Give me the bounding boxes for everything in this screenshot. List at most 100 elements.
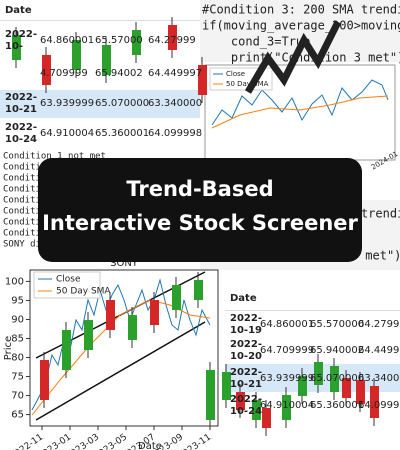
candle-body: [206, 370, 215, 420]
legend-label: 50 Day SMA: [226, 80, 269, 88]
candle-body: [72, 40, 81, 70]
banner-title: Interactive Stock Screener: [42, 211, 358, 235]
cell-value: 65.57000: [95, 35, 143, 46]
candle-body: [40, 360, 49, 400]
chart-title: SONY: [110, 258, 139, 269]
row-date: 10-19: [230, 325, 262, 336]
legend-label: 50 Day SMA: [56, 287, 111, 297]
cell-value: 64.27999: [148, 35, 196, 46]
cell-value: 64.449997: [148, 68, 202, 79]
legend-box: [33, 271, 101, 299]
candle-body: [342, 378, 351, 398]
y-tick-label: 80: [11, 353, 24, 364]
row-date: 2022-: [230, 313, 262, 324]
code-line: cond_3=True: [202, 35, 310, 49]
cell-value: 65.570000: [310, 319, 364, 330]
candle-body: [128, 315, 137, 340]
legend-label: Close: [226, 70, 245, 78]
cell-value: 64.709999: [260, 345, 314, 356]
banner-title: Trend-Based: [126, 177, 273, 201]
axis-label: Date: [138, 441, 162, 450]
console-line: Condition 1 not met: [3, 152, 106, 162]
y-tick-label: 100: [5, 276, 24, 287]
cell-value: 65.94002: [95, 68, 143, 79]
candle-body: [222, 372, 231, 400]
row-date: 10-21: [5, 104, 37, 115]
cell-value: 64.860001: [260, 319, 314, 330]
candle-body: [262, 408, 271, 428]
code-line: print("Condition 3 met"): [202, 51, 400, 65]
console-line: Condition: [3, 196, 52, 206]
console-line: Condition: [3, 207, 52, 217]
candle-body: [42, 55, 51, 85]
candle-body: [132, 30, 141, 55]
candle-body: [330, 366, 339, 392]
cell-value: 64.910004: [260, 400, 314, 411]
candle-body: [12, 35, 21, 60]
code-line: if(moving_average_200>moving: [202, 19, 400, 33]
inset-close-line: [211, 79, 389, 126]
cell-value: 63.340000: [148, 98, 202, 109]
cell-value: 63.939999: [40, 98, 94, 109]
row-date: 10-21: [230, 379, 262, 390]
console-line: Condition: [3, 218, 52, 228]
row-date: 2022-: [230, 367, 262, 378]
cell-value: 65.070000: [310, 373, 364, 384]
candle-body: [236, 392, 245, 410]
trend-channel: [35, 321, 206, 421]
candle-body: [194, 280, 203, 300]
candle-body: [150, 300, 159, 325]
row-date: 10-24: [230, 406, 262, 417]
row-date: 10-: [5, 41, 23, 52]
y-tick-label: 70: [11, 391, 24, 402]
console-line: Condition: [3, 229, 52, 239]
y-tick-label: 85: [11, 333, 24, 344]
table-panel: [0, 0, 200, 150]
banner: [38, 158, 362, 262]
candle-body: [106, 300, 115, 330]
row-date: 2022-: [230, 339, 262, 350]
row-date: 10-24: [5, 134, 37, 145]
y-tick-label: 75: [11, 372, 24, 383]
console-line: Condition 2: [3, 163, 63, 173]
cell-value: 65.360001: [310, 400, 364, 411]
row-date: 2022-: [5, 92, 37, 103]
cell-value: 65.940002: [310, 345, 364, 356]
table-rule: [225, 310, 400, 311]
code-line: #Condition 3: 200 SMA trendi: [202, 3, 400, 17]
sma-line: [31, 299, 211, 416]
candle-body: [172, 285, 181, 310]
candle-body: [198, 65, 207, 95]
x-tick-label: 2022-11: [9, 432, 46, 450]
row-date: 2022-: [5, 122, 37, 133]
cell-value: 4.709999: [40, 68, 88, 79]
table-rule: [0, 20, 200, 21]
candle-body: [168, 25, 177, 50]
cell-value: 65.360001: [95, 128, 149, 139]
cell-value: 64.099998: [358, 400, 400, 411]
candle-body: [298, 376, 307, 396]
legend-label: Close: [56, 275, 81, 285]
cell-value: 64.099998: [148, 128, 202, 139]
candle-body: [62, 330, 71, 370]
candle-body: [282, 395, 291, 420]
candle-body: [356, 380, 365, 404]
cell-value: 63.939999: [260, 373, 314, 384]
cell-value: 64.860001: [40, 35, 94, 46]
table-header: Date: [230, 293, 257, 304]
cell-value: 64.910004: [40, 128, 94, 139]
candle-body: [252, 400, 261, 420]
y-tick-label: 95: [11, 295, 24, 306]
console-line: Condition: [3, 185, 52, 195]
candle-body: [102, 45, 111, 75]
candles: [12, 17, 379, 436]
candle-body: [370, 386, 379, 418]
y-tick-label: 90: [11, 314, 24, 325]
axis-label: Price: [3, 336, 14, 360]
row-date: 10-20: [230, 351, 262, 362]
row-date: 2022-: [5, 29, 37, 40]
logo-zigzag: [244, 20, 342, 94]
candle-body: [314, 362, 323, 385]
y-tick-label: 65: [11, 410, 24, 421]
